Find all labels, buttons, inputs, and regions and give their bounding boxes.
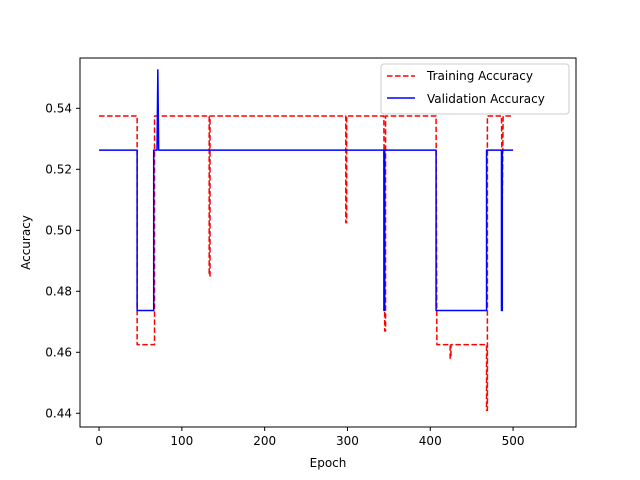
x-axis-label: Epoch [310,456,347,470]
legend-label-validation: Validation Accuracy [427,92,545,106]
legend: Training Accuracy Validation Accuracy [380,63,570,115]
y-tick-label: 0.48 [45,284,72,298]
x-tick-label: 500 [502,434,525,448]
series-layer [99,69,514,411]
axes-frame [79,57,577,428]
legend-label-training: Training Accuracy [426,69,533,83]
validation-accuracy-line [99,69,514,312]
x-axis: 0 100 200 300 400 500 [95,427,525,448]
y-tick-label: 0.46 [45,345,72,359]
training-accuracy-line [99,115,514,411]
y-tick-label: 0.44 [45,406,72,420]
y-tick-label: 0.52 [45,162,72,176]
x-tick-label: 400 [419,434,442,448]
x-tick-label: 100 [170,434,193,448]
y-tick-label: 0.50 [45,223,72,237]
y-axis: 0.44 0.46 0.48 0.50 0.52 0.54 [45,101,80,420]
x-tick-label: 300 [336,434,359,448]
x-tick-label: 200 [253,434,276,448]
y-axis-label: Accuracy [19,215,33,270]
legend-box [380,63,570,115]
y-tick-label: 0.54 [45,101,72,115]
x-tick-label: 0 [95,434,103,448]
